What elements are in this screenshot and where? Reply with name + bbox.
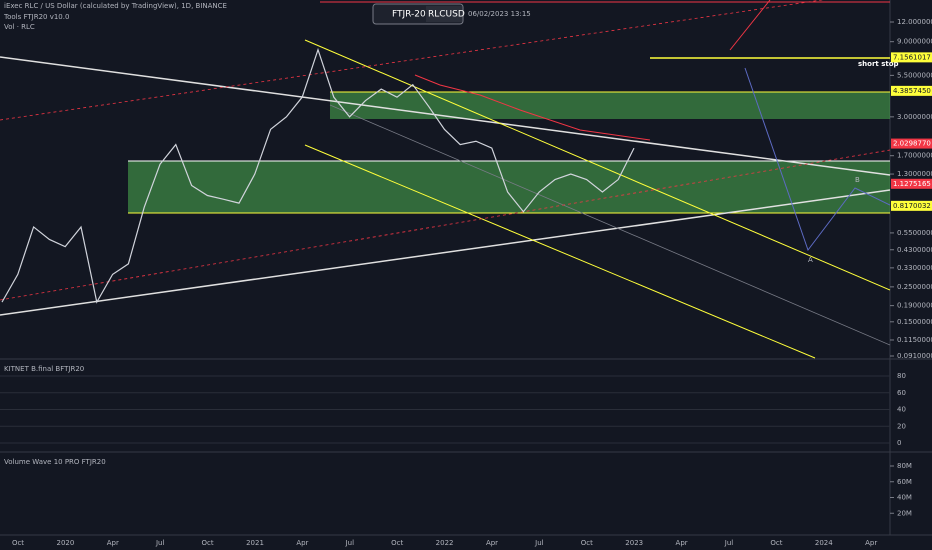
time-label: Apr [486,539,498,547]
time-label: Oct [202,539,214,547]
time-label: Apr [107,539,119,547]
time-label: Jul [724,539,734,547]
annotation: A [808,256,813,264]
price-level-label: 1.1275165 [893,180,931,188]
symbol: RLCUSD [428,10,465,20]
rsi-tick-label: 20 [897,422,906,430]
price-label-box [891,52,932,63]
volume-tick-label: 40M [897,494,912,502]
moving-average [414,74,651,141]
projection [744,67,891,252]
price-tick-label: 0.4300000 [897,246,932,254]
rsi-tick-label: 80 [897,372,906,380]
channel-line [304,144,816,359]
time-label: 2020 [56,539,74,547]
symbol-box [426,6,462,22]
time-label: 2021 [246,539,264,547]
price-tick-label: 0.3300000 [897,264,932,272]
price-tick-label: 0.1150000 [897,336,932,344]
price-line [1,47,635,304]
time-label: 2023 [625,539,643,547]
red-line [729,0,771,51]
time-label: 2022 [436,539,454,547]
pane-title: KITNET B.final BFTJR20 [4,365,84,373]
time-label: Apr [865,539,877,547]
price-tick-label: 9.0000000 [897,38,932,46]
indicator-title: Vol · RLC [4,23,35,31]
price-tick-label: 3.0000000 [897,113,932,121]
time-label: Oct [12,539,24,547]
trendline [0,56,891,176]
rsi-tick-label: 0 [897,439,901,447]
price-level-label: 4.3857450 [893,87,931,95]
time-label: 2024 [815,539,833,547]
pane-title: Volume Wave 10 PRO FTJR20 [4,458,106,466]
channel-line [329,104,891,346]
price-tick-label: 1.7000000 [897,152,932,160]
volume-tick-label: 20M [897,509,912,517]
zone [128,161,890,213]
dotted-line [0,149,891,301]
rsi-tick-label: 60 [897,389,906,397]
price-level-label: 0.8170032 [893,202,931,210]
indicator-title: Tools FTJR20 v10.0 [3,13,69,21]
time-label: Apr [296,539,308,547]
price-level-label: 2.0298770 [893,140,931,148]
price-label-box [891,200,932,211]
price-tick-label: 0.2500000 [897,283,932,291]
time-label: Apr [676,539,688,547]
price-level-label: 7.1561017 [893,53,931,61]
time-label: Jul [155,539,165,547]
time-label: Jul [534,539,544,547]
annotation: B [855,176,860,184]
symbol-title: iExec RLC / US Dollar (calculated by Tra… [4,2,227,10]
price-tick-label: 0.1500000 [897,318,932,326]
price-tick-label: 12.0000000 [897,18,932,26]
trendline [0,189,891,316]
price-tick-label: 0.0910000 [897,352,932,360]
price-label-box [891,85,932,96]
channel-line [304,39,891,291]
price-tick-label: 1.3000000 [897,170,932,178]
price-tick-label: 0.1900000 [897,302,932,310]
volume-tick-label: 80M [897,462,912,470]
time-label: Oct [581,539,593,547]
time-label: Oct [391,539,403,547]
rsi-tick-label: 40 [897,406,906,414]
price-label-box [891,138,932,149]
time-label: Jul [345,539,355,547]
price-tick-label: 0.5500000 [897,229,932,237]
watermark: FTJR-20 [392,10,426,20]
volume-tick-label: 60M [897,478,912,486]
time-label: Oct [770,539,782,547]
price-label-box [891,178,932,189]
datetime: 06/02/2023 13:15 [468,10,531,18]
annotation: short stop [858,60,899,68]
price-tick-label: 5.5000000 [897,71,932,79]
zone [330,92,890,119]
